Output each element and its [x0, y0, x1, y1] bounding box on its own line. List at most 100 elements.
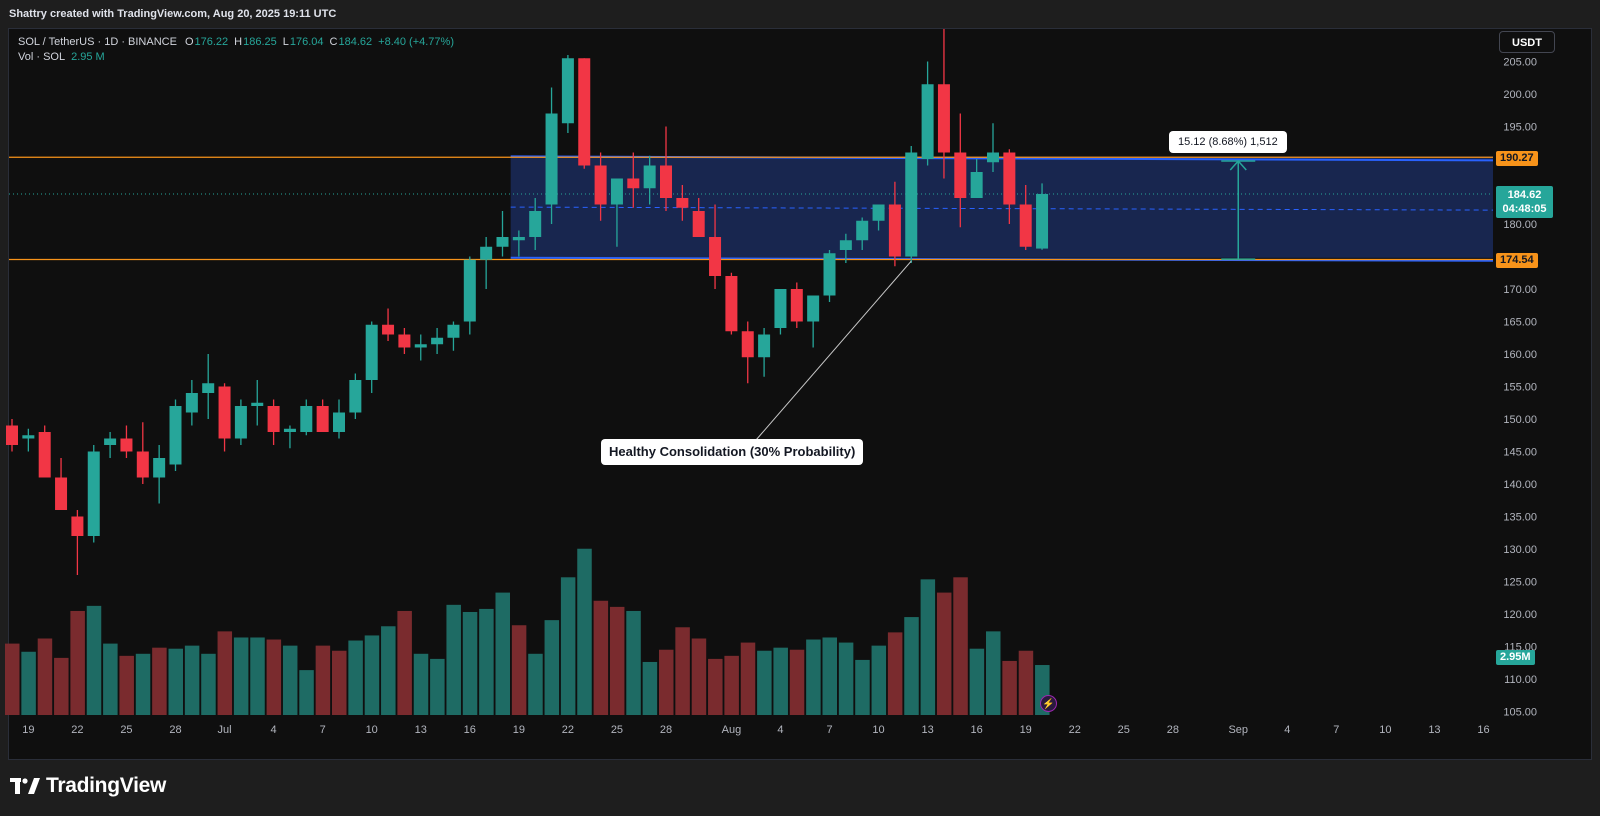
candle-body — [643, 165, 656, 189]
candle-body — [512, 237, 525, 241]
measure-arrowhead — [1229, 159, 1247, 171]
volume-bar — [887, 632, 903, 715]
volume-bar — [430, 658, 445, 715]
candle-body — [55, 477, 68, 510]
consolidation-range-box — [510, 156, 1493, 258]
candle-body — [529, 211, 542, 237]
open-label: O — [184, 36, 194, 48]
candle-body — [545, 113, 558, 205]
candle-body — [725, 276, 738, 332]
x-tick-label: 28 — [660, 724, 672, 736]
volume-bar — [397, 610, 412, 715]
candle-body — [316, 406, 329, 432]
volume-bar — [54, 657, 69, 715]
candle-body — [349, 380, 362, 413]
support-price-label: 174.54 — [1496, 253, 1538, 268]
candle-body — [807, 295, 820, 322]
y-tick-label: 150.00 — [1503, 414, 1537, 426]
volume-bar — [838, 642, 854, 715]
candle-body — [283, 428, 296, 432]
change-value: +8.40 (+4.77%) — [378, 36, 454, 48]
volume-bar — [740, 642, 756, 715]
current-price-value: 184.62 — [1507, 189, 1542, 201]
x-tick-label: 16 — [971, 724, 983, 736]
x-tick-label: 25 — [1118, 724, 1130, 736]
volume-bar — [250, 637, 265, 715]
candle-body — [22, 435, 35, 439]
footer: TradingView — [0, 760, 1600, 816]
volume-label[interactable]: Vol · SOL — [18, 51, 66, 63]
candle-body — [790, 289, 803, 322]
chart-panel[interactable] — [8, 28, 1592, 760]
volume-bar — [119, 655, 134, 715]
x-tick-label: 22 — [71, 724, 83, 736]
candle-body — [6, 425, 18, 445]
x-tick-label: 4 — [777, 724, 783, 736]
x-tick-label: 22 — [562, 724, 574, 736]
low-value: 176.04 — [289, 36, 324, 48]
x-tick-label: 25 — [120, 724, 132, 736]
consolidation-note[interactable]: Healthy Consolidation (30% Probability) — [601, 439, 864, 465]
volume-price-label: 2.95M — [1496, 650, 1535, 665]
volume-bar — [871, 645, 887, 715]
candle-body — [136, 451, 149, 478]
volume-bar — [577, 548, 592, 715]
x-tick-label: 16 — [1477, 724, 1489, 736]
candle-body — [414, 344, 427, 348]
x-tick-label: 13 — [921, 724, 933, 736]
y-tick-label: 165.00 — [1503, 317, 1537, 329]
candle-body — [676, 198, 689, 208]
volume-bar — [691, 638, 707, 715]
currency-button[interactable]: USDT — [1499, 31, 1555, 53]
volume-bar — [495, 592, 510, 715]
measure-label[interactable]: 15.12 (8.68%) 1,512 — [1169, 131, 1287, 153]
y-tick-label: 110.00 — [1504, 674, 1537, 686]
current-price-label: 184.62 04:48:05 — [1496, 186, 1553, 218]
tradingview-mark-icon — [10, 778, 40, 794]
volume-bar — [135, 653, 151, 715]
volume-bar — [233, 637, 249, 715]
lightning-icon[interactable]: ⚡ — [1040, 695, 1057, 712]
range-mid-line — [510, 206, 1494, 211]
volume-bar — [103, 643, 118, 715]
candle-body — [578, 58, 591, 166]
volume-bar — [184, 645, 200, 715]
y-tick-label: 205.00 — [1503, 57, 1537, 69]
volume-bar — [708, 658, 723, 715]
candle-body — [1036, 193, 1049, 249]
y-tick-label: 140.00 — [1503, 479, 1537, 491]
volume-bar — [266, 639, 282, 715]
candle-body — [561, 58, 574, 124]
x-tick-label: 28 — [169, 724, 181, 736]
candle-body — [709, 237, 722, 276]
candle-body — [398, 334, 411, 348]
candle-body — [153, 458, 166, 478]
volume-bar — [282, 645, 298, 715]
volume-bar — [904, 617, 919, 715]
candle-body — [382, 324, 395, 335]
chart-canvas[interactable]: 105.00110.00115.00120.00125.00130.00135.… — [0, 0, 1600, 760]
close-label: C — [329, 36, 338, 48]
open-value: 176.22 — [194, 36, 229, 48]
tradingview-logo[interactable]: TradingView — [10, 774, 166, 798]
x-tick-label: 10 — [1379, 724, 1391, 736]
volume-bar — [37, 638, 53, 715]
volume-bar — [152, 647, 167, 715]
volume-bar — [364, 635, 380, 715]
volume-bar — [332, 650, 347, 715]
candle-body — [300, 406, 313, 432]
y-tick-label: 180.00 — [1503, 219, 1537, 231]
x-tick-label: 4 — [271, 724, 277, 736]
y-tick-label: 130.00 — [1503, 544, 1537, 556]
candle-body — [1003, 152, 1016, 205]
volume-row: Vol · SOL 2.95 M — [18, 50, 460, 65]
volume-bar — [299, 670, 314, 715]
volume-bar — [479, 608, 494, 715]
candle-body — [692, 211, 705, 237]
symbol-title[interactable]: SOL / TetherUS · 1D · BINANCE — [18, 36, 177, 48]
volume-bar — [822, 637, 837, 715]
candle-body — [987, 152, 999, 163]
candle-body — [431, 337, 444, 345]
volume-bar — [5, 643, 20, 715]
candle-body — [610, 178, 623, 205]
